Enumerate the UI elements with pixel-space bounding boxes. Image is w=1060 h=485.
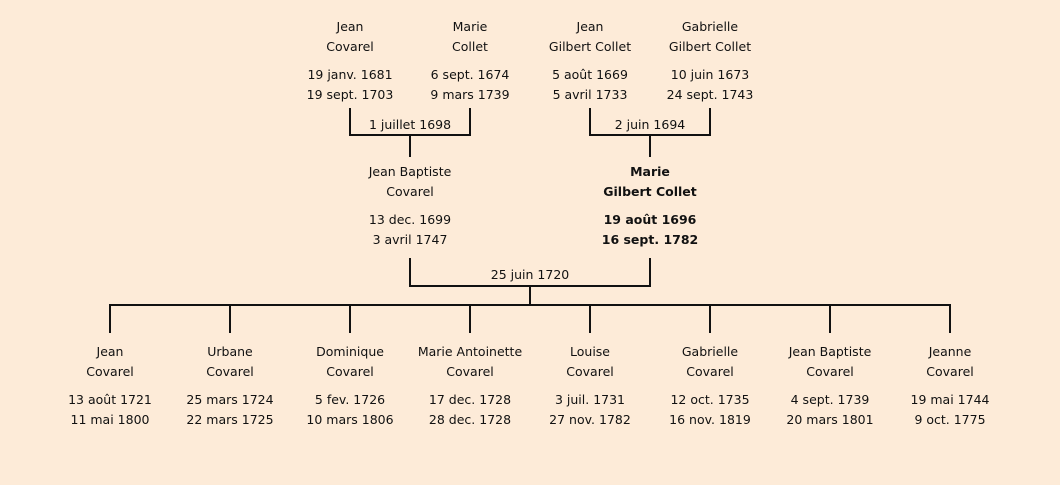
- connector-line: [109, 304, 951, 306]
- connector-line: [649, 258, 651, 287]
- last-name: Covarel: [806, 364, 854, 379]
- last-name: Covarel: [326, 364, 374, 379]
- birth-date: 3 juil. 1731: [554, 392, 626, 407]
- connector-line: [709, 108, 711, 136]
- death-date: 10 mars 1806: [306, 412, 394, 427]
- first-name: Marie: [452, 19, 488, 34]
- connector-line: [229, 305, 231, 333]
- first-name: Gabrielle: [681, 19, 739, 34]
- first-name: Jean: [336, 19, 364, 34]
- first-name: Jean: [96, 344, 124, 359]
- first-name: Dominique: [316, 344, 384, 359]
- death-date: 11 mai 1800: [70, 412, 150, 427]
- death-date: 27 nov. 1782: [549, 412, 631, 427]
- birth-date: 5 août 1669: [552, 67, 628, 82]
- first-name: Jean Baptiste: [368, 164, 452, 179]
- birth-date: 17 dec. 1728: [428, 392, 512, 407]
- connector-line: [589, 108, 591, 136]
- death-date: 19 sept. 1703: [306, 87, 394, 102]
- death-date: 16 sept. 1782: [601, 232, 699, 247]
- birth-date: 19 août 1696: [603, 212, 697, 227]
- marriage-date-covarel-collet: 1 juillet 1698: [368, 117, 452, 132]
- last-name: Covarel: [446, 364, 494, 379]
- last-name: Covarel: [86, 364, 134, 379]
- first-name: Gabrielle: [681, 344, 739, 359]
- first-name: Marie Antoinette: [417, 344, 523, 359]
- last-name: Gilbert Collet: [668, 39, 752, 54]
- connector-line: [349, 108, 351, 136]
- connector-line: [589, 305, 591, 333]
- birth-date: 13 août 1721: [68, 392, 152, 407]
- death-date: 22 mars 1725: [186, 412, 274, 427]
- first-name: Marie: [630, 164, 670, 179]
- connector-line: [409, 258, 411, 287]
- first-name: Jeanne: [928, 344, 972, 359]
- birth-date: 6 sept. 1674: [430, 67, 510, 82]
- death-date: 24 sept. 1743: [666, 87, 754, 102]
- death-date: 9 mars 1739: [430, 87, 510, 102]
- connector-line: [649, 135, 651, 157]
- birth-date: 13 dec. 1699: [368, 212, 452, 227]
- death-date: 28 dec. 1728: [428, 412, 512, 427]
- birth-date: 25 mars 1724: [186, 392, 274, 407]
- marriage-date-gilbert-collet: 2 juin 1694: [614, 117, 686, 132]
- last-name: Covarel: [686, 364, 734, 379]
- last-name: Covarel: [206, 364, 254, 379]
- first-name: Jean: [576, 19, 604, 34]
- birth-date: 10 juin 1673: [670, 67, 750, 82]
- connector-line: [409, 135, 411, 157]
- last-name: Collet: [452, 39, 488, 54]
- last-name: Gilbert Collet: [603, 184, 697, 199]
- first-name: Urbane: [207, 344, 253, 359]
- last-name: Covarel: [326, 39, 374, 54]
- connector-line: [529, 286, 531, 306]
- birth-date: 12 oct. 1735: [670, 392, 750, 407]
- last-name: Covarel: [926, 364, 974, 379]
- connector-line: [829, 305, 831, 333]
- death-date: 5 avril 1733: [552, 87, 628, 102]
- marriage-date-parents: 25 juin 1720: [490, 267, 570, 282]
- birth-date: 19 mai 1744: [910, 392, 990, 407]
- connector-line: [709, 305, 711, 333]
- death-date: 9 oct. 1775: [914, 412, 986, 427]
- last-name: Gilbert Collet: [548, 39, 632, 54]
- birth-date: 4 sept. 1739: [790, 392, 870, 407]
- last-name: Covarel: [386, 184, 434, 199]
- connector-line: [469, 108, 471, 136]
- first-name: Jean Baptiste: [788, 344, 872, 359]
- connector-line: [349, 305, 351, 333]
- birth-date: 19 janv. 1681: [307, 67, 393, 82]
- connector-line: [109, 305, 111, 333]
- last-name: Covarel: [566, 364, 614, 379]
- death-date: 16 nov. 1819: [669, 412, 751, 427]
- birth-date: 5 fev. 1726: [314, 392, 386, 407]
- death-date: 20 mars 1801: [786, 412, 874, 427]
- connector-line: [949, 305, 951, 333]
- connector-line: [469, 305, 471, 333]
- first-name: Louise: [570, 344, 610, 359]
- death-date: 3 avril 1747: [372, 232, 448, 247]
